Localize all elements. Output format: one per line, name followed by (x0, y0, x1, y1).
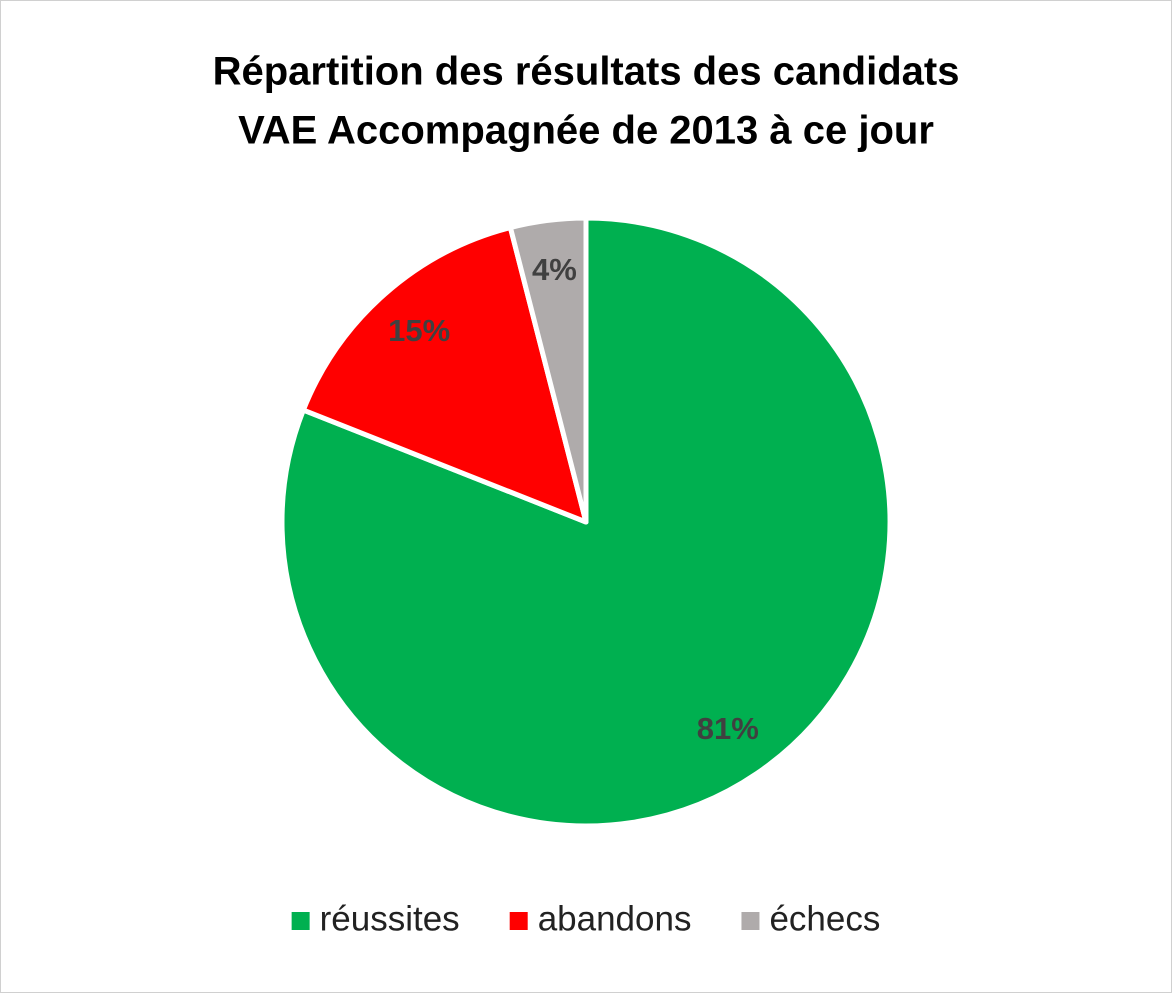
legend-label: réussites (320, 899, 460, 938)
legend-swatch (741, 912, 760, 930)
data-label: 4% (532, 252, 577, 287)
data-label: 15% (388, 313, 450, 348)
pie-slice (507, 215, 589, 525)
legend-swatch (509, 912, 528, 930)
pie-slice (300, 225, 589, 525)
chart-title: VAE Accompagnée de 2013 à ce jour (238, 109, 934, 153)
legend-label: échecs (769, 899, 880, 938)
chart-title: Répartition des résultats des candidats (213, 50, 960, 94)
data-label: 81% (697, 711, 759, 746)
legend-swatch (291, 912, 310, 930)
legend-label: abandons (538, 899, 692, 938)
